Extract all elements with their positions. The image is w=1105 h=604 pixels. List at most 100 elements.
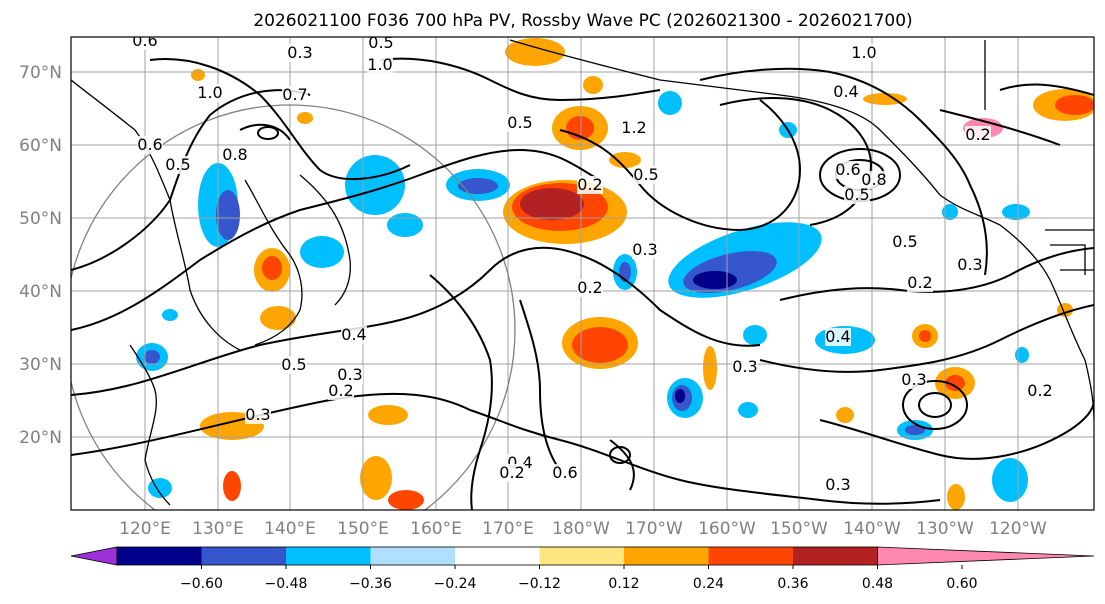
contour-label-background — [851, 44, 877, 62]
contour-label: 1.0 — [367, 55, 392, 74]
pv-contour — [559, 99, 802, 232]
contour-label: 0.3 — [957, 255, 982, 274]
longitude-label: 160°W — [698, 519, 756, 539]
state-borders — [1045, 229, 1094, 275]
colorbar-segment — [793, 547, 878, 565]
negative-anomaly — [1002, 204, 1030, 220]
colorbar-tick-label: −0.60 — [180, 576, 223, 592]
negative-anomaly — [387, 213, 423, 237]
longitude-label: 120°E — [119, 519, 171, 539]
contour-label-background — [222, 146, 248, 164]
map-plot-area: 0.60.30.51.00.71.00.80.50.61.21.00.40.20… — [71, 33, 1094, 510]
colorbar-segment — [117, 547, 202, 565]
pv-contour — [429, 274, 493, 510]
latitude-label: 60°N — [19, 136, 62, 156]
contour-label-background — [957, 256, 983, 274]
longitude-label: 130°E — [192, 519, 244, 539]
negative-anomaly — [1015, 347, 1029, 363]
longitude-label: 180°W — [552, 519, 610, 539]
pv-contour — [759, 304, 1094, 373]
negative-anomaly — [458, 178, 498, 194]
latitude-label: 40°N — [19, 282, 62, 302]
positive-anomaly — [863, 93, 907, 105]
pv-contour — [609, 446, 631, 464]
contour-label: 0.2 — [1027, 381, 1052, 400]
contour-label-background — [965, 126, 991, 144]
contour-label: 0.3 — [245, 405, 270, 424]
pv-contour — [902, 380, 968, 430]
negative-anomaly — [345, 155, 405, 215]
contour-label-background — [901, 371, 927, 389]
negative-anomaly — [693, 271, 737, 289]
colorbar: −0.60 −0.48 −0.36 −0.24 −0.12 0.12 0.24 0.36 0.4… — [70, 546, 1095, 592]
figure-title: 2026021100 F036 700 hPa PV, Rossby Wave … — [253, 11, 912, 31]
colorbar-tick-label: −0.12 — [518, 576, 561, 592]
latitude-label: 70°N — [19, 63, 62, 83]
pv-contour — [918, 392, 952, 418]
negative-anomaly — [658, 91, 682, 115]
positive-anomaly — [191, 69, 205, 81]
contour-label: 0.2 — [907, 273, 932, 292]
latitude-label: 30°N — [19, 355, 62, 375]
contour-label: 0.8 — [861, 170, 886, 189]
positive-anomaly — [260, 306, 296, 330]
contour-label: 0.4 — [341, 325, 366, 344]
colorbar-tick-label: 0.12 — [608, 576, 639, 592]
negative-anomaly — [905, 425, 925, 435]
contour-label-background — [892, 233, 918, 251]
contour-label: 0.2 — [499, 463, 524, 482]
contour-label-background — [367, 56, 393, 74]
contour-label: 0.3 — [337, 365, 362, 384]
longitude-labels: 120°E 130°E 140°E 150°E 160°E 170°E 180°W 170°W… — [119, 519, 1047, 539]
contour-label: 0.2 — [577, 278, 602, 297]
positive-anomaly — [223, 471, 241, 501]
contour-label-background — [577, 279, 603, 297]
contour-label: 0.8 — [222, 145, 247, 164]
pv-contour — [239, 123, 291, 141]
contour-label: 0.3 — [632, 240, 657, 259]
latitude-label: 50°N — [19, 209, 62, 229]
negative-anomaly — [738, 402, 758, 418]
positive-anomaly — [947, 484, 965, 510]
contour-label: 0.5 — [368, 33, 393, 52]
contour-label-background — [833, 83, 859, 101]
contour-label: 0.3 — [825, 475, 850, 494]
contour-label-background — [499, 464, 525, 482]
colorbar-segment — [624, 547, 709, 565]
contour-label: 0.5 — [165, 155, 190, 174]
contour-label: 0.6 — [137, 135, 162, 154]
colorbar-tick-label: 0.48 — [862, 576, 893, 592]
negative-anomaly — [148, 478, 172, 498]
longitude-label: 130°W — [916, 519, 974, 539]
colorbar-segment — [201, 547, 287, 565]
colorbar-extend-max — [877, 546, 1095, 566]
positive-anomaly — [945, 375, 965, 391]
coastlines — [71, 39, 1094, 506]
pv-contour — [819, 399, 1094, 460]
contour-label-background — [132, 37, 158, 50]
negative-anomaly — [300, 236, 344, 268]
colorbar-tick-label: 0.36 — [777, 576, 808, 592]
pv-contour — [71, 392, 561, 456]
pv-contour — [609, 439, 635, 491]
negative-anomaly — [942, 204, 958, 220]
negative-anomaly — [144, 350, 160, 364]
longitude-label: 160°E — [410, 519, 462, 539]
latitude-label: 20°N — [19, 428, 62, 448]
southeast-asia-coast — [129, 344, 171, 506]
contour-label-background — [861, 171, 887, 189]
colorbar-tick-label: 0.24 — [693, 576, 724, 592]
pv-contour — [939, 109, 1061, 146]
pv-contour — [999, 83, 1094, 96]
contour-label-background — [165, 156, 191, 174]
korea-japan-coast — [244, 179, 303, 346]
contour-label: 0.4 — [825, 327, 850, 346]
contour-label: 0.3 — [287, 43, 312, 62]
positive-anomaly — [520, 188, 584, 220]
contour-label: 0.2 — [965, 125, 990, 144]
contour-label: 0.2 — [577, 175, 602, 194]
longitude-label: 170°E — [482, 519, 534, 539]
contour-label: 1.2 — [621, 118, 646, 137]
pv-contour — [71, 246, 761, 396]
